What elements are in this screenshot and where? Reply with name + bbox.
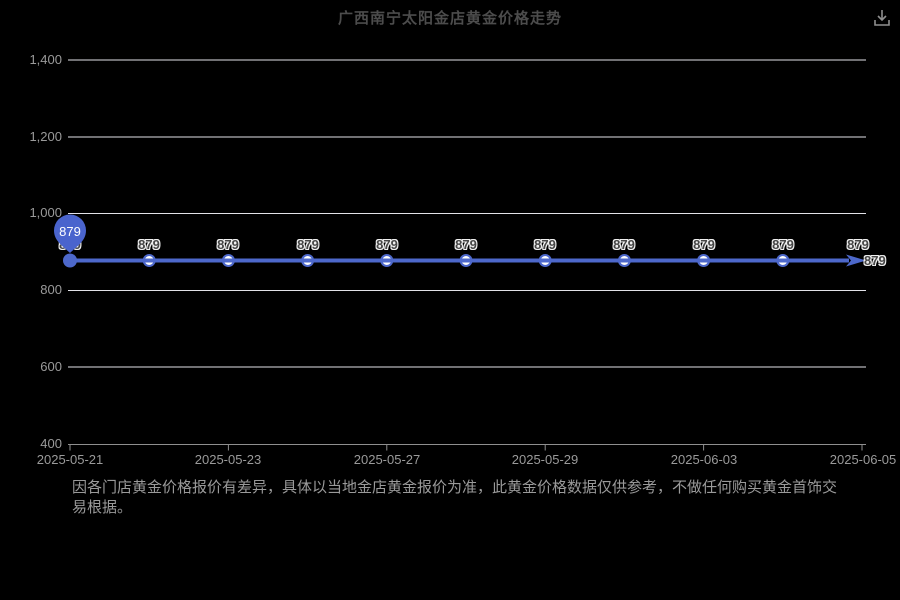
- y-axis-label: 400: [40, 436, 62, 451]
- data-point-label: 879: [455, 237, 477, 252]
- data-point-label: 879: [772, 237, 794, 252]
- line-end-arrow-icon: [846, 254, 866, 267]
- x-axis-label: 2025-05-27: [353, 452, 421, 467]
- disclaimer-text: 因各门店黄金价格报价有差异，具体以当地金店黄金报价为准，此黄金价格数据仅供参考，…: [72, 479, 838, 516]
- data-point-label: 879: [297, 237, 319, 252]
- pin-value-label: 879: [59, 224, 81, 239]
- data-point-marker-first[interactable]: [63, 253, 77, 268]
- data-point-label: 879: [613, 237, 635, 252]
- download-button[interactable]: [870, 6, 894, 30]
- data-point-label: 879: [847, 237, 869, 252]
- plot-area: [54, 59, 866, 451]
- markline-end-label: 879: [864, 253, 886, 268]
- data-point-label: 879: [534, 237, 556, 252]
- x-axis-label: 2025-05-21: [36, 452, 104, 467]
- data-point-label: 879: [693, 237, 715, 252]
- pin-marker-icon: [54, 214, 86, 253]
- y-axis-label: 600: [40, 359, 62, 374]
- y-axis-label: 800: [40, 282, 62, 297]
- x-axis-label: 2025-06-05: [829, 452, 897, 467]
- x-axis-label: 2025-05-29: [511, 452, 579, 467]
- y-axis-label: 1,200: [29, 129, 62, 144]
- chart-title: 广西南宁太阳金店黄金价格走势: [337, 10, 562, 27]
- data-point-label: 879: [376, 237, 398, 252]
- x-axis-label: 2025-05-23: [194, 452, 262, 467]
- y-axis-label: 1,400: [29, 52, 62, 67]
- data-point-label: 879: [138, 237, 160, 252]
- y-axis-label: 1,000: [29, 205, 62, 220]
- data-point-label: 879: [217, 237, 239, 252]
- x-axis-label: 2025-06-03: [670, 452, 738, 467]
- gridlines: [68, 59, 866, 368]
- download-icon: [874, 10, 890, 26]
- x-axis-ticks: [69, 444, 863, 451]
